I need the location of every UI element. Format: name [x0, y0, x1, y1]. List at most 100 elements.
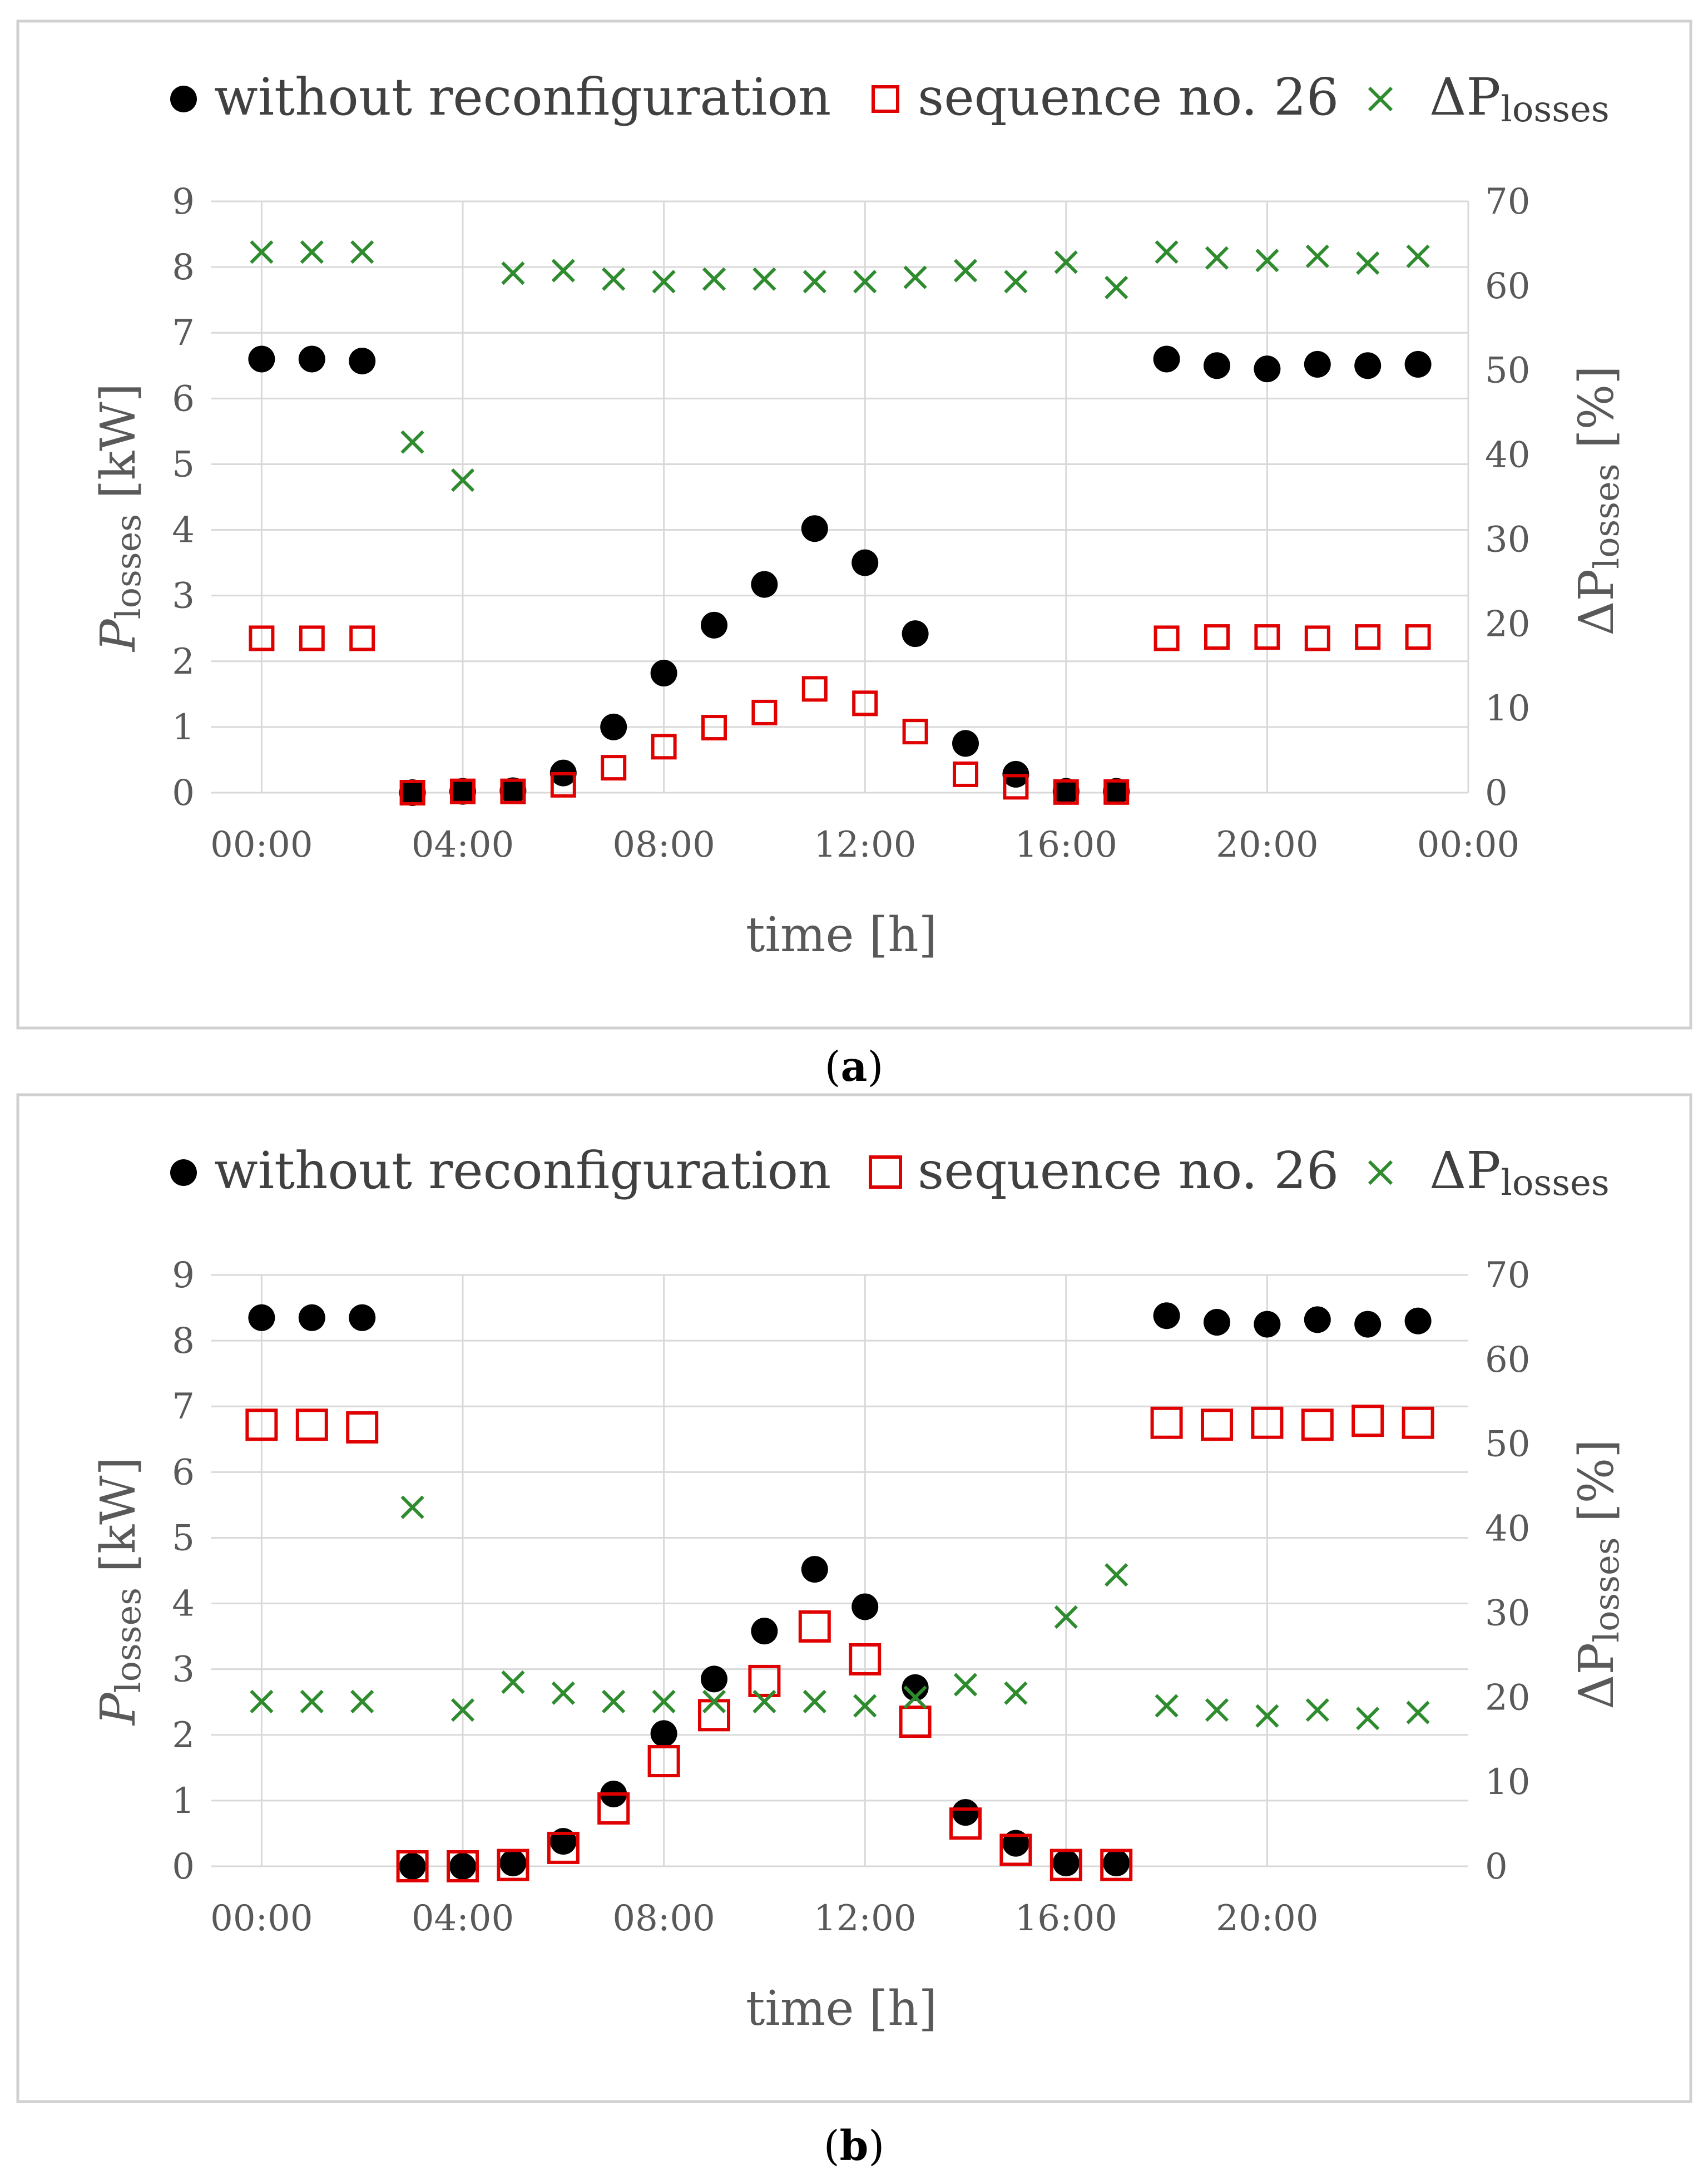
y-tick-label-left: 2	[172, 1715, 195, 1756]
point-without-reconfiguration	[248, 345, 275, 373]
point-delta-p-losses	[1105, 1563, 1128, 1587]
point-without-reconfiguration	[751, 571, 778, 598]
point-sequence-26	[1201, 1408, 1233, 1441]
x-tick-label: 20:00	[1216, 1898, 1318, 1939]
chart-panel-a: without reconfiguration sequence no. 26 …	[16, 19, 1692, 1030]
y-tick-label-right: 10	[1485, 1762, 1530, 1803]
point-sequence-26	[701, 715, 727, 741]
point-without-reconfiguration	[801, 515, 828, 542]
point-sequence-26	[1053, 779, 1079, 805]
point-delta-p-losses	[250, 1689, 274, 1713]
point-sequence-26	[798, 1610, 831, 1643]
point-delta-p-losses	[450, 1698, 475, 1722]
y-tick-label-right: 40	[1485, 435, 1530, 476]
point-delta-p-losses	[602, 267, 626, 291]
point-without-reconfiguration	[902, 1674, 929, 1701]
y-tick-label-left: 9	[172, 181, 195, 223]
point-sequence-26	[1049, 1848, 1082, 1881]
point-without-reconfiguration	[1153, 1302, 1180, 1329]
chart-frame	[16, 19, 1692, 1030]
point-without-reconfiguration	[851, 1593, 879, 1620]
point-without-reconfiguration	[952, 1799, 979, 1826]
y-axis-title-right: ΔPlosses [%]	[1569, 1439, 1627, 1709]
y-tick-label-right: 70	[1485, 1255, 1530, 1296]
point-sequence-26	[396, 1850, 429, 1882]
y-tick-label-right: 20	[1485, 604, 1530, 645]
point-without-reconfiguration	[1254, 355, 1281, 383]
point-sequence-26	[949, 1807, 982, 1840]
chart-frame	[16, 1093, 1692, 2103]
point-sequence-26	[399, 780, 425, 805]
point-delta-p-losses	[551, 1681, 575, 1705]
point-sequence-26	[500, 778, 526, 804]
point-delta-p-losses	[300, 1689, 324, 1713]
point-without-reconfiguration	[1304, 350, 1331, 378]
point-sequence-26	[1100, 1848, 1133, 1881]
point-without-reconfiguration	[650, 1720, 677, 1747]
y-tick-label-left: 6	[172, 378, 195, 419]
point-sequence-26	[1251, 1406, 1284, 1439]
point-delta-p-losses	[501, 1670, 525, 1694]
x-tick-label: 00:00	[1417, 824, 1519, 866]
point-delta-p-losses	[1004, 1681, 1028, 1705]
y-tick-label-left: 1	[172, 707, 195, 748]
point-without-reconfiguration	[298, 1304, 325, 1331]
point-sequence-26	[1153, 625, 1180, 651]
point-delta-p-losses	[953, 259, 978, 283]
point-without-reconfiguration	[349, 1304, 376, 1331]
point-sequence-26	[999, 1833, 1032, 1866]
y-tick-label-right: 50	[1485, 1424, 1530, 1465]
point-delta-p-losses	[702, 1689, 726, 1713]
point-without-reconfiguration	[1153, 345, 1180, 373]
point-sequence-26	[1402, 1406, 1434, 1439]
point-sequence-26	[1405, 624, 1431, 650]
point-without-reconfiguration	[298, 345, 325, 373]
point-delta-p-losses	[1406, 244, 1430, 268]
point-delta-p-losses	[400, 1495, 424, 1519]
y-tick-label-right: 20	[1485, 1677, 1530, 1718]
point-delta-p-losses	[853, 270, 877, 294]
point-without-reconfiguration	[449, 1853, 476, 1880]
point-delta-p-losses	[803, 270, 826, 294]
legend-marker-without-reconfiguration	[170, 1159, 197, 1186]
y-tick-label-right: 70	[1485, 181, 1530, 223]
legend-label-delta-p-losses: ΔPlosses	[1429, 67, 1610, 130]
y-axis-title-left: Plosses [kW]	[91, 1457, 148, 1726]
point-without-reconfiguration	[1052, 778, 1080, 805]
legend-marker-without-reconfiguration	[170, 86, 197, 112]
point-without-reconfiguration	[1354, 1311, 1382, 1338]
point-sequence-26	[1003, 774, 1029, 800]
plot-area: 0 1 2 3 4 5 6 7 8 9 0 10 20 30 40 50 60 70 00:00 04:00 08:00…	[172, 181, 1530, 866]
point-without-reconfiguration	[851, 549, 879, 576]
point-sequence-26	[902, 719, 928, 745]
caption-a: (a)	[824, 1043, 884, 1091]
point-delta-p-losses	[652, 270, 676, 294]
x-tick-label: 08:00	[612, 1898, 715, 1939]
y-tick-label-right: 30	[1485, 1593, 1530, 1634]
legend-label-delta-p-losses: ΔPlosses	[1429, 1141, 1610, 1204]
point-sequence-26	[1254, 624, 1280, 650]
point-sequence-26	[1304, 625, 1330, 651]
point-delta-p-losses	[1255, 1704, 1279, 1728]
point-sequence-26	[899, 1706, 932, 1738]
legend: without reconfiguration sequence no. 26 …	[170, 1141, 1610, 1204]
x-tick-label: 04:00	[412, 824, 514, 866]
y-tick-label-left: 1	[172, 1781, 195, 1822]
y-tick-label-right: 30	[1485, 519, 1530, 560]
point-sequence-26	[647, 1745, 680, 1778]
point-sequence-26	[1204, 624, 1230, 650]
point-sequence-26	[748, 1664, 781, 1697]
point-without-reconfiguration	[751, 1618, 778, 1645]
x-tick-label: 20:00	[1216, 824, 1318, 866]
y-tick-label-right: 0	[1485, 1846, 1508, 1887]
y-tick-label-left: 7	[172, 313, 195, 354]
x-axis-title: time [h]	[746, 1981, 937, 2036]
point-delta-p-losses	[752, 267, 776, 291]
y-tick-label-right: 60	[1485, 266, 1530, 307]
x-tick-label: 08:00	[612, 824, 715, 866]
x-tick-label: 16:00	[1015, 824, 1117, 866]
y-tick-label-left: 8	[172, 247, 195, 288]
point-sequence-26	[849, 1643, 882, 1675]
point-without-reconfiguration	[1354, 352, 1382, 379]
y-tick-label-left: 9	[172, 1255, 195, 1296]
